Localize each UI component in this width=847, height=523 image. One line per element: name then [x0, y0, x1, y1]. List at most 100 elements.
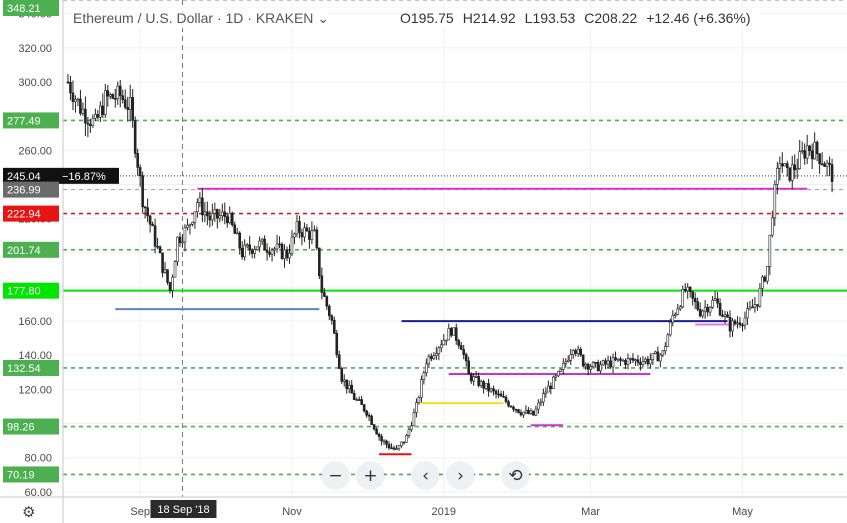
candle-body	[355, 399, 358, 401]
level-label: 201.74	[7, 245, 41, 257]
crosshair-date-label: 18 Sep '18	[157, 504, 209, 516]
candle-body	[579, 348, 582, 356]
candle-body	[753, 304, 757, 308]
candle-body	[367, 414, 371, 417]
candle-body	[576, 348, 580, 354]
candle-body	[716, 298, 719, 304]
scroll-back-button[interactable]: ‹	[412, 462, 439, 489]
candle-body	[250, 249, 254, 254]
candle-body	[113, 98, 117, 100]
candle-body	[673, 313, 677, 316]
candle-body	[467, 360, 470, 375]
candle-body	[206, 211, 209, 217]
candle-body	[116, 85, 120, 100]
ohlc-readout: O195.75 H214.92 L193.53 C208.22 +12.46 (…	[400, 8, 760, 28]
ohlc-low: L193.53	[524, 10, 576, 26]
candle-body	[156, 245, 159, 248]
candle-body	[825, 162, 829, 167]
time-axis: Sep Nov 2019 Mar May 18 Sep '18	[0, 496, 847, 518]
candle-body	[649, 359, 652, 365]
candle-body	[718, 302, 722, 316]
candle-body	[260, 238, 264, 242]
candle-body	[94, 114, 97, 119]
candle-body	[425, 363, 428, 374]
candle-body	[104, 90, 107, 115]
candle-body	[751, 306, 754, 309]
candle-body	[283, 249, 286, 259]
candle-body	[370, 415, 373, 425]
ohlc-close: C208.22	[584, 10, 638, 26]
candle-body	[489, 388, 493, 392]
control-spacer	[392, 462, 404, 489]
zoom-out-button[interactable]: −	[322, 462, 349, 489]
candle-body	[352, 392, 356, 400]
scroll-forward-button[interactable]: ›	[447, 462, 474, 489]
candle-body	[422, 372, 426, 380]
candle-body	[698, 309, 702, 317]
ohlc-high: H214.92	[462, 10, 516, 26]
zoom-in-button[interactable]: +	[357, 462, 384, 489]
candle-body	[360, 399, 363, 405]
candle-body	[258, 240, 261, 248]
candle-body	[382, 440, 386, 443]
candle-body	[223, 211, 227, 217]
candle-body	[636, 359, 640, 363]
candle-body	[375, 428, 378, 435]
candle-body	[756, 304, 759, 307]
candle-body	[564, 361, 568, 364]
candle-body	[644, 358, 647, 362]
candle-body	[193, 211, 197, 223]
candle-body	[639, 362, 642, 365]
chevron-down-icon[interactable]: ⌄	[317, 9, 330, 26]
candle-body	[342, 379, 346, 382]
candle-body	[280, 243, 284, 259]
candle-body	[527, 409, 530, 414]
candle-body	[235, 232, 239, 235]
candle-body	[609, 360, 612, 368]
gear-icon[interactable]: ⚙	[22, 503, 36, 521]
level-label-box	[3, 359, 59, 376]
candle-body	[619, 358, 622, 361]
candle-body	[477, 376, 480, 386]
candle-body	[337, 354, 341, 369]
candle-body	[820, 163, 824, 166]
candle-body	[347, 384, 351, 390]
candle-body	[571, 350, 575, 355]
candle-body	[736, 322, 739, 325]
candle-body	[245, 244, 249, 247]
candle-body	[494, 390, 498, 395]
candle-body	[410, 425, 413, 430]
candle-body	[315, 229, 319, 249]
candle-body	[828, 162, 831, 165]
horizontal-segments	[115, 187, 808, 456]
reset-chart-button[interactable]: ⟲	[502, 462, 529, 489]
symbol-title[interactable]: Ethereum / U.S. Dollar · 1D · KRAKEN ⌄	[73, 8, 330, 28]
candle-body	[798, 151, 802, 169]
candle-body	[440, 344, 443, 349]
x-tick-label: Nov	[282, 506, 302, 518]
candle-body	[350, 384, 354, 394]
candle-body	[323, 292, 326, 297]
candle-body	[310, 230, 314, 240]
candle-body	[108, 94, 112, 97]
candle-body	[442, 339, 446, 346]
candle-body	[178, 236, 182, 244]
level-label-box	[3, 282, 59, 299]
level-label-box	[3, 0, 59, 16]
candle-body	[668, 321, 672, 336]
candlestick-series	[66, 73, 834, 451]
candle-body	[534, 408, 538, 416]
crosshair	[63, 0, 847, 497]
candle-body	[328, 305, 331, 317]
price-axis: 60.0080.00100.00120.00140.00160.00180.00…	[3, 0, 119, 523]
x-tick-label: Mar	[581, 506, 600, 518]
candle-body	[183, 227, 187, 243]
candle-body	[186, 225, 189, 228]
chart-controls: − + ‹ › ⟲	[322, 462, 529, 489]
candle-body	[166, 269, 169, 283]
candle-body	[313, 229, 316, 232]
candle-body	[629, 358, 632, 360]
candle-body	[118, 85, 122, 97]
candle-body	[233, 224, 237, 234]
